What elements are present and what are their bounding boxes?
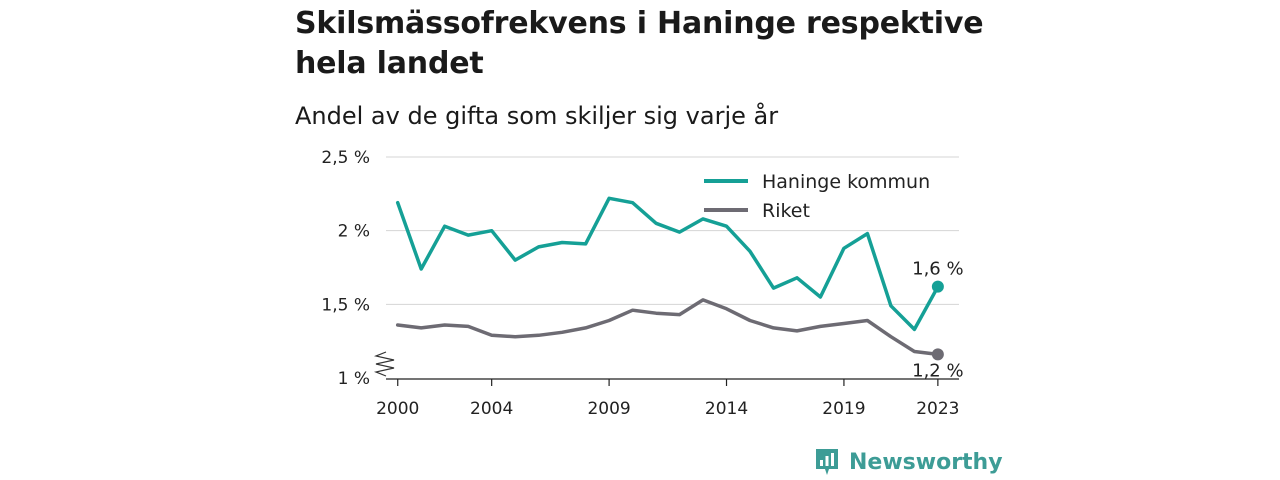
legend-halo	[748, 168, 846, 196]
axis-break-icon	[373, 351, 395, 377]
series-end-dot	[931, 280, 944, 293]
legend-label: Haninge kommun	[762, 171, 930, 193]
brand-name: Newsworthy	[849, 449, 1003, 475]
legend-halo	[748, 197, 768, 225]
y-tick-label: 1,5 %	[321, 295, 370, 315]
chart-subtitle: Andel av de gifta som skiljer sig varje …	[295, 102, 779, 130]
end-value-label: 1,6 %	[912, 259, 963, 280]
series-end-dot	[931, 348, 944, 361]
x-tick-label: 2019	[822, 399, 865, 419]
x-tick-label: 2000	[376, 399, 419, 419]
legend-label: Riket	[762, 200, 810, 222]
newsworthy-logo-icon	[816, 449, 838, 475]
x-tick-label: 2014	[705, 399, 748, 419]
series-line-0	[395, 196, 940, 332]
x-tick-label: 2004	[470, 399, 513, 419]
x-tick-label: 2023	[916, 399, 959, 419]
y-tick-label: 2,5 %	[321, 148, 370, 168]
end-value-label: 1,2 %	[912, 360, 963, 381]
newsworthy-logo: Newsworthy	[814, 446, 1003, 478]
chart-title: Skilsmässofrekvens i Haninge respektive …	[295, 6, 984, 81]
y-tick-label: 2 %	[338, 222, 370, 242]
x-tick-label: 2009	[587, 399, 630, 419]
series-line-1	[395, 298, 940, 357]
y-tick-label: 1 %	[338, 369, 370, 389]
